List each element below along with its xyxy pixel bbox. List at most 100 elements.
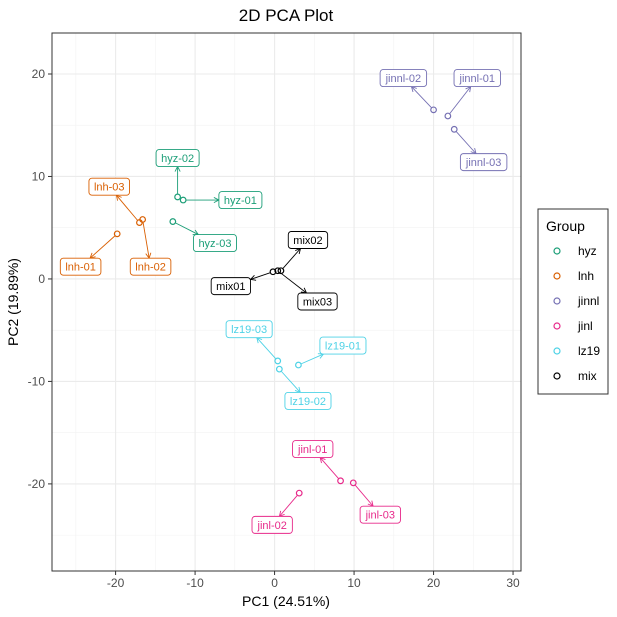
point-labels: hyz-01 hyz-02 hyz-03 lnh-01 lnh-02 lnh-03 jinn… bbox=[59, 69, 508, 534]
legend-key bbox=[553, 297, 561, 305]
point-label-box bbox=[129, 257, 172, 276]
y-tick-label: -20 bbox=[28, 477, 46, 491]
point-label: jinl-02 bbox=[251, 515, 293, 534]
point-label-text: lz19-01 bbox=[325, 341, 361, 353]
point-label-box bbox=[155, 149, 200, 167]
point-label-text: lz19-02 bbox=[290, 396, 326, 408]
label-connector bbox=[319, 457, 339, 479]
label-connector bbox=[449, 86, 472, 114]
data-point bbox=[174, 193, 181, 201]
x-tick-label: -10 bbox=[186, 576, 204, 590]
point-label: hyz-02 bbox=[155, 149, 200, 167]
point-label-box bbox=[292, 440, 334, 459]
y-tick-label: 20 bbox=[32, 67, 46, 81]
point-label-text: jinnl-02 bbox=[385, 73, 421, 85]
data-point bbox=[444, 112, 452, 120]
legend-label: hyz bbox=[578, 244, 597, 258]
x-tick-label: 10 bbox=[347, 576, 361, 590]
legend-key bbox=[553, 372, 561, 380]
data-point bbox=[277, 267, 285, 275]
legend: Group hyz lnh jinnl jinl lz19 mix bbox=[537, 208, 609, 395]
legend-key bbox=[553, 247, 561, 255]
point-label-text: jinnl-03 bbox=[465, 157, 501, 169]
chart-title: 2D PCA Plot bbox=[239, 6, 334, 25]
plot-panel-background bbox=[52, 33, 521, 571]
point-label-box bbox=[359, 505, 401, 524]
point-label: mix03 bbox=[297, 292, 338, 311]
data-point bbox=[274, 357, 282, 365]
point-label: jinnl-02 bbox=[379, 69, 428, 88]
label-connector bbox=[116, 194, 138, 221]
legend-label: mix bbox=[578, 369, 597, 383]
point-label: lnh-01 bbox=[59, 257, 102, 276]
grid-major bbox=[52, 33, 521, 571]
point-label-box bbox=[218, 191, 263, 209]
data-point bbox=[269, 268, 277, 276]
point-label-box bbox=[210, 277, 251, 296]
data-points bbox=[113, 106, 458, 497]
label-connector bbox=[142, 222, 150, 259]
legend-key bbox=[553, 347, 561, 355]
legend-item: jinl bbox=[553, 319, 593, 333]
data-point bbox=[295, 361, 302, 369]
x-axis-title: PC1 (24.51%) bbox=[242, 593, 330, 609]
legend-label: jinnl bbox=[577, 294, 599, 308]
point-label: jinnl-01 bbox=[453, 69, 501, 88]
y-tick-label: 0 bbox=[38, 272, 45, 286]
x-tick-label: -20 bbox=[107, 576, 125, 590]
label-connector bbox=[250, 272, 271, 280]
x-tick-label: 30 bbox=[506, 576, 520, 590]
legend-label: lz19 bbox=[578, 344, 600, 358]
data-point bbox=[430, 106, 437, 114]
data-point bbox=[295, 489, 303, 497]
point-label-text: mix03 bbox=[303, 296, 332, 308]
legend-item: lnh bbox=[553, 269, 594, 283]
point-label-text: mix02 bbox=[293, 235, 322, 247]
point-label-box bbox=[88, 177, 130, 196]
point-label-box bbox=[379, 69, 428, 88]
point-label: lz19-03 bbox=[225, 320, 273, 339]
data-point bbox=[275, 365, 283, 373]
label-connector bbox=[89, 235, 116, 259]
y-tick-label: -10 bbox=[28, 374, 46, 388]
data-point bbox=[337, 477, 344, 485]
point-label: mix02 bbox=[287, 231, 329, 249]
data-point bbox=[113, 230, 121, 238]
data-point bbox=[179, 196, 187, 204]
x-axis: -20 -10 0 10 20 30 bbox=[107, 571, 520, 590]
point-label-box bbox=[192, 234, 237, 253]
point-label-text: jinl-01 bbox=[297, 444, 327, 456]
legend-item: lz19 bbox=[553, 344, 600, 358]
point-label-text: jinl-02 bbox=[257, 520, 287, 532]
legend-item: hyz bbox=[553, 244, 597, 258]
data-point bbox=[274, 267, 282, 275]
plot-panel-border bbox=[51, 32, 522, 572]
point-label-text: mix01 bbox=[216, 281, 245, 293]
legend-items: hyz lnh jinnl jinl lz19 mix bbox=[553, 244, 600, 383]
point-label: lz19-01 bbox=[319, 336, 367, 355]
label-connector bbox=[411, 86, 432, 108]
point-label-text: jinnl-01 bbox=[459, 73, 495, 85]
point-label-box bbox=[284, 391, 332, 410]
data-point bbox=[349, 479, 357, 487]
point-label-box bbox=[453, 69, 501, 88]
point-label-box bbox=[251, 515, 293, 534]
point-label-box bbox=[319, 336, 367, 355]
label-connector bbox=[282, 248, 301, 269]
point-label: hyz-03 bbox=[192, 234, 237, 253]
label-connector bbox=[280, 272, 307, 294]
label-connector bbox=[301, 353, 324, 365]
data-point bbox=[169, 218, 177, 225]
plot-panel: hyz-01 hyz-02 hyz-03 lnh-01 lnh-02 lnh-03 jinn… bbox=[51, 32, 522, 572]
point-label: jinl-01 bbox=[292, 440, 334, 459]
point-label: lnh-02 bbox=[129, 257, 172, 276]
label-connector bbox=[175, 222, 199, 235]
point-label-box bbox=[287, 231, 329, 249]
legend-label: jinl bbox=[577, 319, 593, 333]
data-point bbox=[136, 219, 143, 226]
legend-item: jinnl bbox=[553, 294, 599, 308]
point-label: mix01 bbox=[210, 277, 251, 296]
point-label: jinl-03 bbox=[359, 505, 401, 524]
point-label: hyz-01 bbox=[218, 191, 263, 209]
